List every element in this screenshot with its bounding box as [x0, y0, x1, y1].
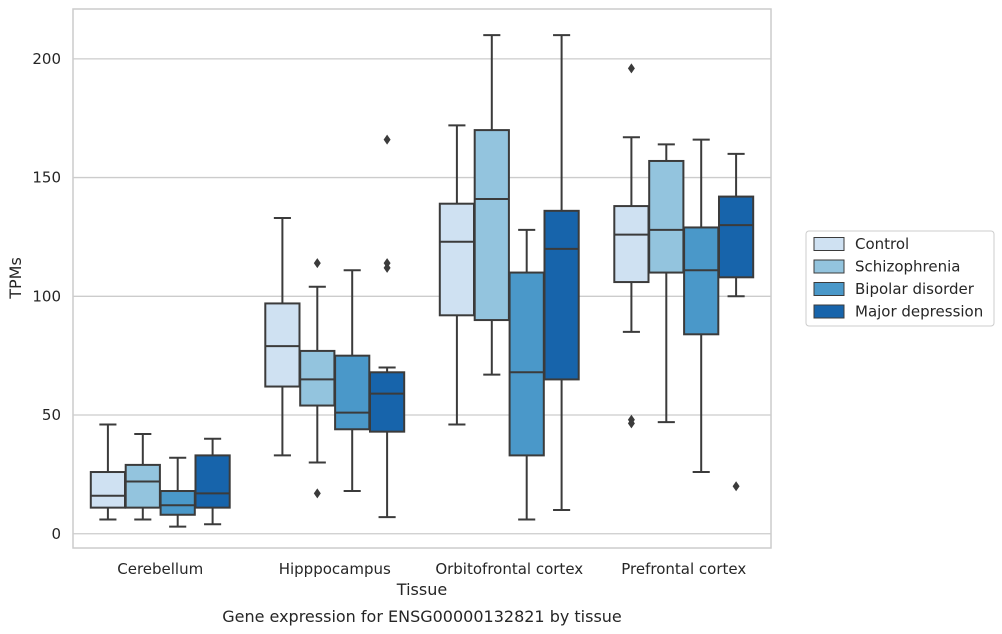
box-bipolar-disorder	[508, 228, 545, 521]
iqr-box	[89, 471, 127, 509]
outlier-point	[627, 63, 635, 74]
box-control	[613, 63, 650, 429]
iqr-box	[368, 371, 406, 433]
box-major-depression	[543, 34, 580, 512]
x-tick-label: Cerebellum	[117, 560, 203, 578]
x-tick-label: Hipppocampus	[279, 560, 391, 578]
y-tick-label: 50	[42, 406, 61, 424]
outlier-point	[732, 481, 740, 492]
legend-swatch	[813, 282, 845, 296]
legend-swatch	[813, 259, 845, 274]
box-major-depression	[717, 152, 755, 492]
box-major-depression	[194, 437, 231, 526]
outlier-point	[383, 262, 391, 273]
y-axis-title: TPMs	[6, 257, 25, 300]
y-tick-label: 100	[32, 287, 61, 305]
legend-label: Schizophrenia	[855, 258, 960, 276]
iqr-box	[438, 202, 476, 317]
box-schizophrenia	[473, 34, 510, 376]
x-axis-title: Tissue	[396, 580, 447, 599]
outlier-point	[383, 134, 391, 145]
y-tick-label: 150	[32, 169, 61, 187]
box-schizophrenia	[299, 258, 336, 499]
plot-frame	[72, 8, 772, 549]
iqr-box	[508, 271, 545, 457]
box-bipolar-disorder	[683, 138, 720, 474]
outlier-point	[313, 488, 321, 499]
x-tick-label: Orbitofrontal cortex	[435, 560, 583, 578]
x-tick-label: Prefrontal cortex	[621, 560, 746, 578]
chart-caption: Gene expression for ENSG00000132821 by t…	[222, 607, 622, 626]
iqr-box	[124, 463, 161, 509]
iqr-box	[334, 354, 371, 431]
iqr-box	[194, 454, 231, 509]
iqr-box	[543, 209, 580, 381]
box-major-depression	[368, 134, 406, 519]
x-axis-ticks: Cerebellum Hipppocampus Orbitofrontal cort…	[117, 560, 746, 578]
box-bipolar-disorder	[159, 456, 196, 528]
box-control	[264, 216, 301, 457]
iqr-box	[299, 349, 336, 407]
box-schizophrenia	[124, 433, 161, 521]
boxes	[89, 34, 755, 528]
legend-label: Control	[855, 235, 909, 253]
box-bipolar-disorder	[334, 269, 371, 493]
legend-label: Bipolar disorder	[855, 280, 975, 298]
iqr-box	[683, 226, 720, 336]
iqr-box	[613, 205, 650, 284]
y-tick-label: 0	[51, 525, 61, 543]
iqr-box	[717, 195, 755, 279]
outlier-point	[313, 258, 321, 269]
legend-label: Major depression	[855, 303, 983, 321]
iqr-box	[159, 490, 196, 516]
legend-swatch	[813, 304, 845, 319]
outlier-point	[627, 418, 635, 429]
iqr-box	[473, 129, 510, 322]
iqr-box	[648, 159, 685, 274]
y-axis-ticks: 0 50 100 150 200	[32, 50, 61, 543]
iqr-box	[264, 302, 301, 388]
box-control	[89, 423, 127, 521]
legend: Control Schizophrenia Bipolar disorder Majo…	[805, 230, 995, 327]
legend-swatch	[813, 237, 845, 251]
legend-frame	[805, 230, 995, 327]
box-schizophrenia	[648, 143, 685, 424]
y-tick-label: 200	[32, 50, 61, 68]
box-control	[438, 124, 476, 426]
